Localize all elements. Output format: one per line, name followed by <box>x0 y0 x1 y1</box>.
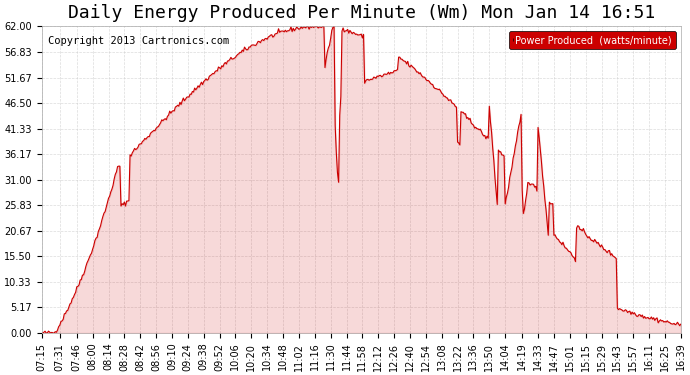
Text: Copyright 2013 Cartronics.com: Copyright 2013 Cartronics.com <box>48 36 229 46</box>
Title: Daily Energy Produced Per Minute (Wm) Mon Jan 14 16:51: Daily Energy Produced Per Minute (Wm) Mo… <box>68 4 655 22</box>
Legend: Power Produced  (watts/minute): Power Produced (watts/minute) <box>509 32 676 49</box>
